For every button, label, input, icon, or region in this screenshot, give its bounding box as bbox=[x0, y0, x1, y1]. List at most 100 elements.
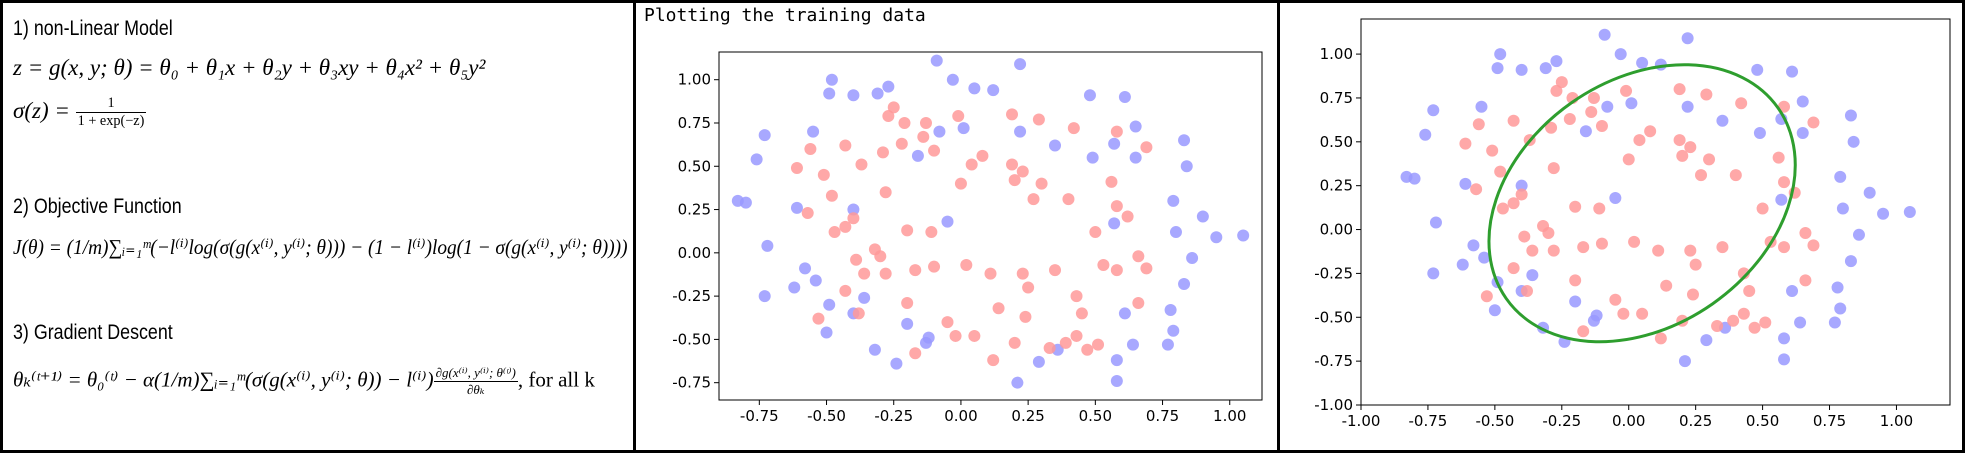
data-point-class1 bbox=[1108, 137, 1121, 150]
data-point-class1 bbox=[1169, 226, 1182, 239]
data-point-class1 bbox=[1836, 202, 1849, 215]
data-point-class0 bbox=[874, 250, 887, 263]
gradient-fraction: ∂g(x⁽ⁱ⁾, y⁽ⁱ⁾; θ⁽ᵗ⁾) ∂θₖ bbox=[433, 365, 518, 398]
data-point-class0 bbox=[1520, 284, 1533, 297]
equations-panel: 1) non-Linear Model z = g(x, y; θ) = θ₀ … bbox=[0, 0, 636, 453]
y-tick-label: 0.25 bbox=[1320, 177, 1353, 195]
data-point-class1 bbox=[1419, 128, 1432, 141]
heading-objective-function: 2) Objective Function bbox=[13, 195, 182, 218]
x-tick-label: -1.00 bbox=[1342, 412, 1381, 430]
x-tick-label: 0.75 bbox=[1146, 407, 1179, 425]
gradient-equation: θₖ⁽ᵗ⁺¹⁾ = θ₀⁽ᵗ⁾ − α(1/m)∑ᵢ₌₁ᵐ(σ(g(x⁽ⁱ⁾, … bbox=[13, 365, 595, 398]
data-point-class0 bbox=[1550, 84, 1563, 97]
data-point-class1 bbox=[825, 73, 838, 86]
data-point-class0 bbox=[1547, 244, 1560, 257]
data-point-class1 bbox=[847, 89, 860, 102]
data-point-class0 bbox=[1654, 332, 1667, 345]
data-point-class0 bbox=[1684, 244, 1697, 257]
data-point-class0 bbox=[1569, 200, 1582, 213]
data-point-class0 bbox=[1507, 114, 1520, 127]
y-tick-label: -0.75 bbox=[672, 374, 711, 392]
y-tick-label: 0.00 bbox=[678, 244, 711, 262]
data-point-class1 bbox=[1716, 114, 1729, 127]
data-point-class0 bbox=[1459, 137, 1472, 150]
data-point-class1 bbox=[1118, 91, 1131, 104]
data-point-class0 bbox=[928, 260, 941, 273]
data-point-class1 bbox=[1863, 186, 1876, 199]
data-point-class0 bbox=[1743, 284, 1756, 297]
data-point-class0 bbox=[1636, 307, 1649, 320]
data-point-class0 bbox=[1110, 200, 1123, 213]
data-point-class0 bbox=[1518, 230, 1531, 243]
data-point-class0 bbox=[1019, 310, 1032, 323]
data-point-class0 bbox=[1622, 153, 1635, 166]
gradient-lhs: θₖ⁽ᵗ⁺¹⁾ = θ₀⁽ᵗ⁾ − α(1/m)∑ᵢ₌₁ᵐ(σ(g(x⁽ⁱ⁾, … bbox=[13, 367, 434, 392]
data-point-class1 bbox=[1456, 258, 1469, 271]
training-data-scatter-chart: -0.75 -0.50 -0.25 0.00 0.25 0.50 0.75 1.00 1.00 0… bbox=[672, 51, 1263, 425]
data-point-class1 bbox=[1636, 56, 1649, 69]
data-point-class0 bbox=[1799, 227, 1812, 240]
data-point-class0 bbox=[1070, 290, 1083, 303]
x-tick-label: -0.75 bbox=[1409, 412, 1448, 430]
heading-gradient-descent: 3) Gradient Descent bbox=[13, 321, 173, 344]
y-tick-label: -1.00 bbox=[1314, 396, 1353, 414]
y-tick-label: 0.50 bbox=[1320, 133, 1353, 151]
x-tick-label: 0.75 bbox=[1813, 412, 1846, 430]
data-point-class0 bbox=[909, 347, 922, 360]
x-tick-label: -0.50 bbox=[807, 407, 846, 425]
data-point-class0 bbox=[817, 168, 830, 181]
data-point-class1 bbox=[1852, 228, 1865, 241]
data-point-class0 bbox=[1737, 307, 1750, 320]
data-point-class1 bbox=[1186, 252, 1199, 265]
data-point-class1 bbox=[1494, 48, 1507, 61]
data-point-class0 bbox=[1569, 274, 1582, 287]
data-point-class1 bbox=[823, 87, 836, 100]
plot-area bbox=[1360, 18, 1951, 406]
data-point-class0 bbox=[1799, 274, 1812, 287]
data-point-class0 bbox=[925, 226, 938, 239]
data-point-class0 bbox=[1547, 162, 1560, 175]
data-point-class1 bbox=[1844, 109, 1857, 122]
data-point-class1 bbox=[1126, 338, 1139, 351]
data-point-class0 bbox=[1644, 125, 1657, 138]
data-point-class1 bbox=[1786, 284, 1799, 297]
data-point-class0 bbox=[1686, 288, 1699, 301]
data-point-class1 bbox=[1625, 97, 1638, 110]
heading-nonlinear-model: 1) non-Linear Model bbox=[13, 17, 173, 40]
data-point-class0 bbox=[984, 267, 997, 280]
data-point-class1 bbox=[1459, 177, 1472, 190]
y-tick-label: 0.25 bbox=[678, 201, 711, 219]
data-point-class0 bbox=[987, 354, 1000, 367]
data-point-class0 bbox=[876, 146, 889, 159]
data-point-class1 bbox=[1515, 63, 1528, 76]
data-point-class1 bbox=[957, 122, 970, 135]
y-tick-label: 1.00 bbox=[678, 71, 711, 89]
training-data-panel: Plotting the training data -0.75 -0.50 -0.… bbox=[636, 0, 1277, 453]
data-point-class1 bbox=[1796, 95, 1809, 108]
data-point-class0 bbox=[968, 329, 981, 342]
data-point-class0 bbox=[839, 220, 852, 233]
data-point-class1 bbox=[987, 84, 1000, 97]
y-tick-label: 0.75 bbox=[1320, 89, 1353, 107]
data-point-class1 bbox=[1751, 63, 1764, 76]
data-point-class0 bbox=[1673, 134, 1686, 147]
data-point-class1 bbox=[750, 153, 763, 166]
data-point-class1 bbox=[882, 80, 895, 93]
data-point-class1 bbox=[758, 129, 771, 142]
data-point-class0 bbox=[928, 144, 941, 157]
data-point-class0 bbox=[895, 137, 908, 150]
x-tick-label: -0.75 bbox=[740, 407, 779, 425]
data-point-class0 bbox=[1807, 239, 1820, 252]
data-point-class1 bbox=[1488, 304, 1501, 317]
data-point-class0 bbox=[960, 258, 973, 271]
data-point-class1 bbox=[1590, 309, 1603, 322]
data-point-class1 bbox=[1778, 353, 1791, 366]
data-point-class1 bbox=[1491, 62, 1504, 75]
data-point-class0 bbox=[1748, 321, 1761, 334]
y-tick-label: 1.00 bbox=[1320, 45, 1353, 63]
data-point-class0 bbox=[1807, 116, 1820, 129]
data-point-class0 bbox=[1545, 121, 1558, 134]
x-tick-label: -0.25 bbox=[1542, 412, 1581, 430]
data-point-class0 bbox=[917, 130, 930, 143]
